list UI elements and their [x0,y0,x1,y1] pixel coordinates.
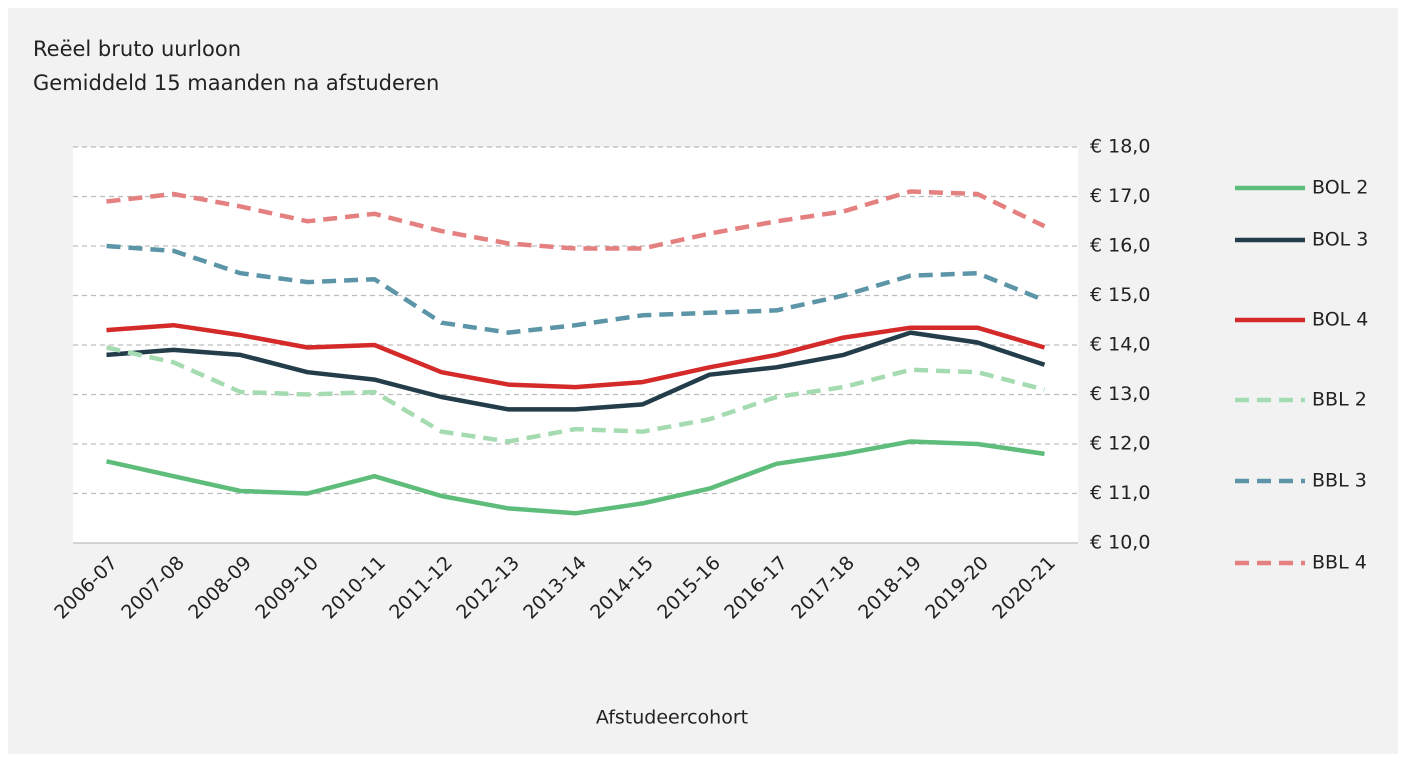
series-line [106,189,1046,251]
legend-label: BOL 4 [1312,309,1368,331]
y-tick-label: € 16,0 [1090,235,1150,257]
y-tick-label: € 14,0 [1090,334,1150,356]
legend-label: BBL 4 [1312,552,1367,574]
legend-label: BBL 3 [1312,470,1367,492]
x-axis-label: Afstudeercohort [596,707,748,729]
series-line [106,439,1045,516]
y-tick-label: € 11,0 [1090,482,1150,504]
series-line [106,322,1046,390]
plot-area [73,147,1078,543]
legend-label: BBL 2 [1312,389,1367,411]
y-tick-label: € 17,0 [1090,185,1150,207]
y-tick-label: € 15,0 [1090,284,1150,306]
legend-label: BOL 2 [1312,177,1368,199]
legend-label: BOL 3 [1312,229,1368,251]
series-line [106,243,1046,335]
chart-title: Reëel bruto uurloon [33,37,241,61]
series-line [106,330,1046,412]
series-line [106,345,1046,444]
y-tick-label: € 18,0 [1090,136,1150,158]
chart-subtitle: Gemiddeld 15 maanden na afstuderen [33,71,439,95]
y-tick-label: € 10,0 [1090,532,1150,554]
y-tick-label: € 13,0 [1090,383,1150,405]
y-tick-label: € 12,0 [1090,433,1150,455]
